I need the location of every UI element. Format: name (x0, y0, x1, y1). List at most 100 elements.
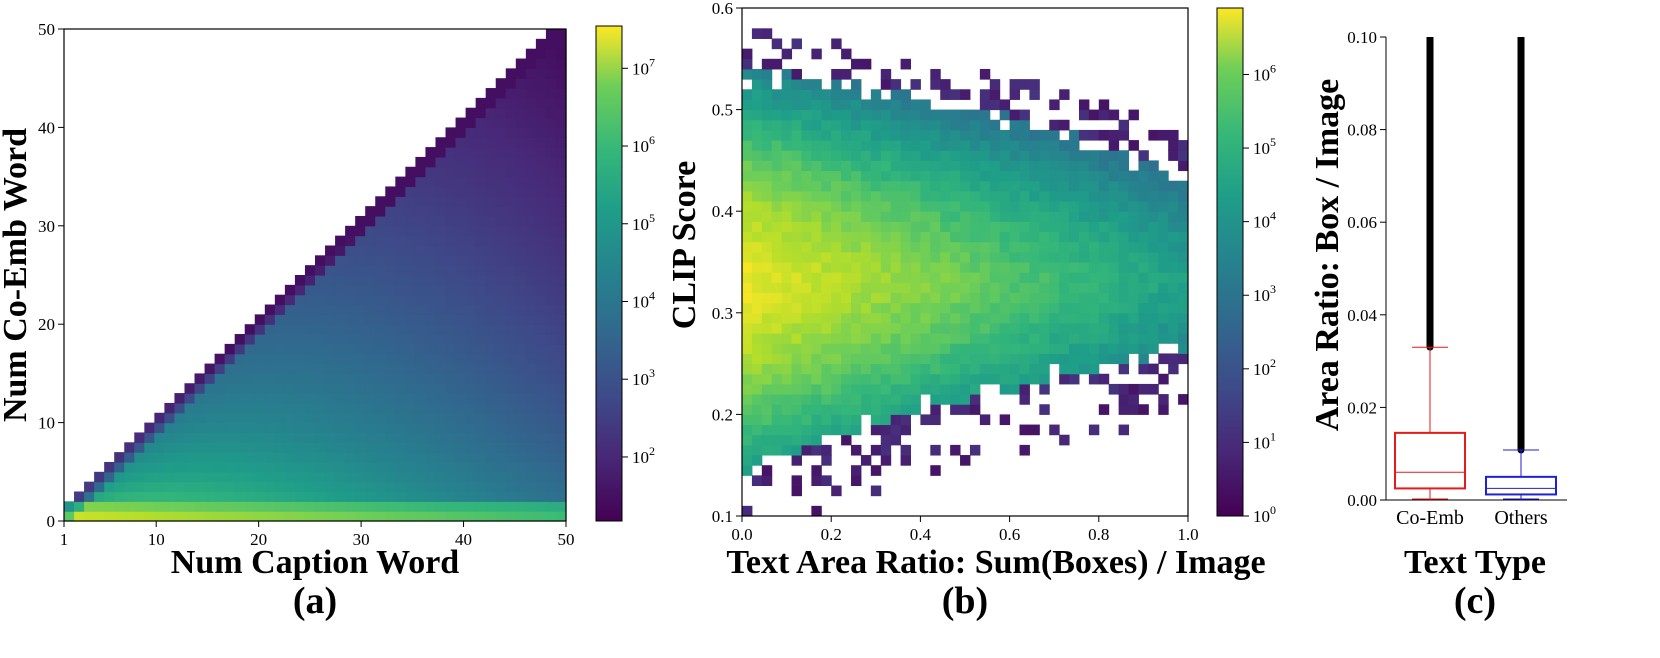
panel-b-cell (1118, 272, 1130, 283)
panel-b-cell (960, 201, 971, 212)
panel-a-cell (405, 265, 416, 276)
panel-b-cell (831, 272, 842, 283)
panel-b-cell (751, 180, 763, 192)
panel-b-cell (900, 363, 911, 375)
panel-a-cell (535, 481, 547, 493)
panel-a-cell (284, 373, 296, 384)
panel-b-cell (900, 272, 911, 283)
panel-b-cell (851, 272, 862, 283)
panel-a-cell (485, 393, 497, 404)
panel-b-cell (801, 190, 812, 202)
panel-b-cell (742, 241, 753, 253)
panel-b-cell (860, 333, 872, 344)
panel-a-cell (525, 324, 537, 335)
panel-b-cell (890, 89, 902, 100)
panel-b-cell (960, 160, 971, 172)
panel-a-cell (365, 393, 376, 404)
panel-b-cell (1128, 180, 1139, 192)
panel-b-cell (1009, 89, 1021, 100)
panel-a-cell (304, 432, 316, 443)
panel-b-colorbar-tick-label: 104 (1253, 209, 1276, 232)
panel-b-cell (851, 251, 862, 263)
panel-a-cell (435, 206, 447, 217)
panel-a-cell (345, 294, 356, 306)
panel-b-cell (870, 394, 882, 405)
panel-a-cell (244, 373, 256, 384)
panel-b-cell (999, 322, 1011, 334)
panel-a-cell (144, 491, 155, 502)
panel-a-cell (425, 501, 437, 512)
panel-b-cell (890, 241, 902, 253)
panel-a-cell (505, 88, 517, 99)
panel-b-cell (791, 119, 802, 131)
panel-b-cell (979, 333, 991, 344)
panel-a-cell (495, 294, 507, 306)
panel-a-cell (375, 481, 386, 493)
panel-b-cell (801, 251, 812, 263)
panel-b-cell (761, 475, 773, 487)
panel-b-cell (1088, 160, 1100, 172)
panel-b-cell (801, 150, 812, 161)
panel-b-label: (b) (942, 580, 988, 622)
panel-a-cell (304, 304, 316, 315)
panel-b-cell (920, 282, 931, 293)
panel-b-cell (831, 190, 842, 202)
panel-a-cell (315, 275, 326, 286)
panel-a-cell (274, 343, 286, 355)
panel-a-cell (355, 235, 366, 247)
panel-b-cell (880, 373, 892, 385)
panel-a-cell (475, 225, 487, 237)
panel-b-cell (851, 333, 862, 344)
panel-a-cell (435, 363, 447, 374)
panel-a-cell (405, 255, 416, 266)
panel-b-cell (1009, 363, 1021, 375)
panel-b-cell (742, 444, 753, 456)
panel-b-cell (751, 79, 763, 90)
panel-b-cell (1009, 241, 1021, 253)
panel-b-cell (960, 363, 971, 375)
panel-b-cell (851, 119, 862, 131)
panel-a-cell (385, 196, 396, 207)
panel-a-cell (274, 511, 286, 522)
panel-a-cell (264, 511, 276, 522)
panel-a-cell (445, 294, 457, 306)
panel-a-cell (234, 471, 246, 483)
panel-a-cell (555, 235, 567, 247)
panel-a-cell (485, 294, 497, 306)
panel-a-cell (355, 284, 366, 296)
panel-b-cell (841, 119, 852, 131)
panel-a-cell (284, 284, 296, 296)
panel-b-cell (751, 444, 763, 456)
panel-b-cell (900, 444, 911, 456)
panel-b-cell (989, 343, 1001, 354)
panel-b-cell (1158, 353, 1169, 365)
panel-b-cell (1069, 241, 1080, 253)
panel-a-cell (425, 186, 437, 197)
panel-b-cell (900, 404, 911, 415)
panel-a-cell (144, 452, 155, 463)
panel-a-cell (515, 117, 527, 128)
panel-a-cell (545, 334, 557, 345)
panel-b-cell (930, 414, 941, 426)
panel-a-cell (545, 383, 557, 394)
panel-a-cell (535, 235, 547, 247)
panel-a-cell (515, 432, 527, 443)
panel-a-cell (194, 491, 206, 502)
panel-b-cell (831, 211, 842, 222)
panel-a-cell (254, 452, 266, 463)
panel-a-cell (244, 353, 256, 365)
panel-b-cell (920, 160, 931, 172)
panel-b-cell (969, 383, 981, 395)
panel-b-cell (831, 292, 842, 304)
panel-b-cell (1019, 312, 1030, 324)
panel-a-cell (505, 393, 517, 404)
panel-a-cell (284, 304, 296, 315)
panel-c-y-tick-label: 0.10 (1347, 28, 1377, 47)
panel-b-cell (1049, 272, 1060, 283)
panel-a-cell (294, 452, 306, 463)
panel-a-cell (164, 422, 176, 434)
panel-b-cell (910, 79, 921, 90)
panel-b-cell (870, 383, 882, 395)
panel-a-cell (194, 511, 206, 522)
panel-a-cell (485, 314, 497, 325)
